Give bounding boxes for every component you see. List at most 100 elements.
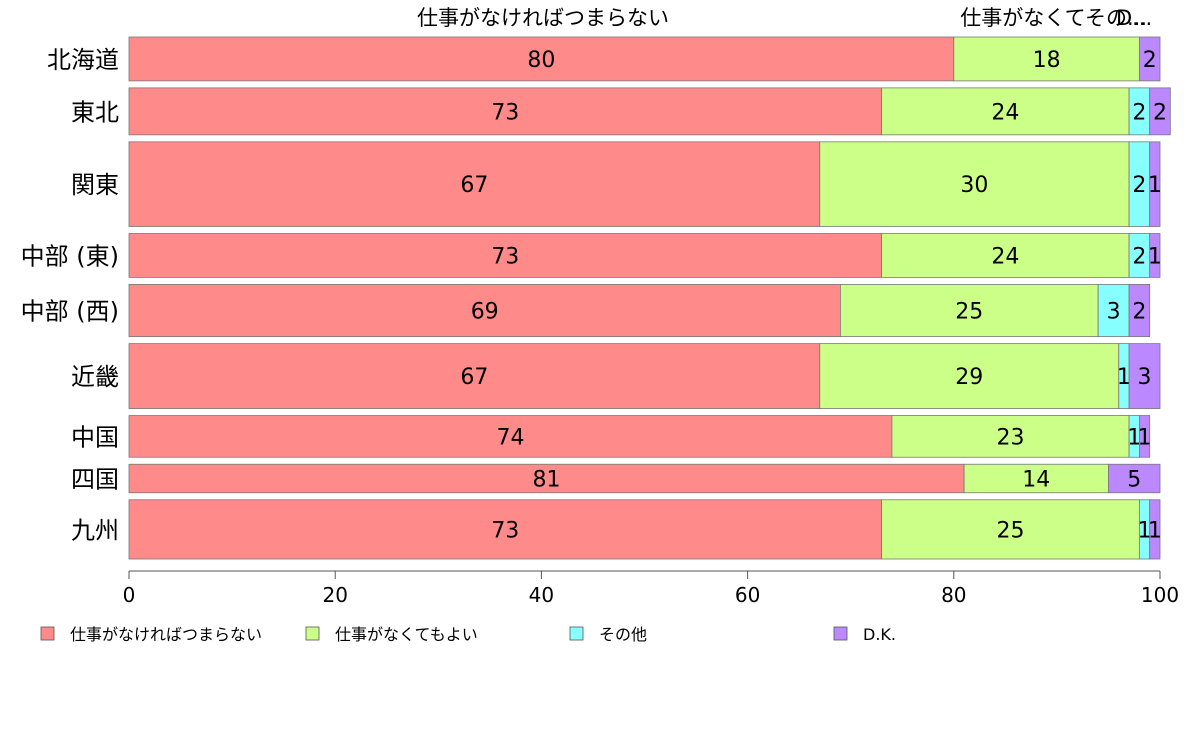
bar-segment [819, 343, 1120, 409]
bar-row: 73 25 11 [128, 499, 1162, 560]
data-label: 25 [955, 300, 983, 325]
bar-row: 74 23 11 [128, 415, 1152, 458]
legend-swatch [305, 626, 320, 641]
category-label: 北海道 [47, 46, 119, 74]
legend-swatch [569, 626, 584, 641]
data-label: 1 [1127, 425, 1141, 450]
legend-swatch [40, 626, 55, 641]
data-label: 18 [1033, 48, 1061, 73]
data-label: 1 [1138, 518, 1152, 543]
data-label: 3 [1107, 300, 1121, 325]
bar-segment [1138, 415, 1151, 458]
data-label: 23 [997, 425, 1025, 450]
bar-segment [128, 36, 955, 82]
data-label: 14 [1022, 468, 1050, 493]
legend-item: その他 [569, 625, 647, 644]
bar-segment [1149, 233, 1161, 278]
x-axis: 0 20 40 60 80 100 [123, 570, 1179, 607]
data-label: 3 [1138, 365, 1152, 390]
bar-row: 80 18 2 [128, 36, 1161, 82]
bar-segment [128, 283, 841, 338]
data-label: 2 [1132, 100, 1146, 125]
bar-row: 81 14 5 [128, 463, 1161, 494]
x-tick-label: 0 [123, 583, 136, 607]
bar-segment [1108, 463, 1161, 494]
bar-segment [881, 499, 1140, 560]
bar-row: 73 24 2 1 [128, 233, 1162, 278]
data-label: 1 [1138, 425, 1152, 450]
top-label: 仕事がなければつまらない [417, 6, 669, 30]
data-label: 24 [991, 244, 1019, 269]
legend-label: 仕事がなくてもよい [335, 625, 478, 644]
legend-item: D.K. [833, 625, 896, 644]
data-label: 30 [960, 173, 988, 198]
bar-segment [819, 141, 1130, 227]
data-label: 29 [955, 365, 983, 390]
category-label: 九州 [71, 516, 119, 544]
x-tick-label: 100 [1141, 583, 1179, 607]
data-label: 1 [1148, 518, 1162, 543]
bar-segment [1128, 343, 1161, 409]
category-label: 東北 [71, 98, 119, 126]
data-label: 81 [533, 468, 561, 493]
data-label: 67 [460, 173, 488, 198]
bar-row: 67 30 2 1 [128, 141, 1162, 227]
data-label: 2 [1132, 300, 1146, 325]
data-label: 5 [1127, 468, 1141, 493]
legend-label: D.K. [863, 625, 896, 644]
data-label: 1 [1148, 173, 1162, 198]
bar-area: 80 18 273 24 2 267 30 2 173 24 2 169 25 3 267 29 1 374 23 1… [128, 36, 1171, 560]
top-column-labels: 仕事がなければつまらない 仕事がなくてその...D... [417, 6, 1152, 30]
category-label: 中部 (東) [21, 242, 119, 270]
bar-segment [1149, 499, 1161, 560]
bar-row: 67 29 1 3 [128, 343, 1161, 409]
data-label: 1 [1148, 244, 1162, 269]
data-label: 1 [1117, 365, 1131, 390]
bar-segment [1149, 141, 1161, 227]
data-label: 2 [1132, 173, 1146, 198]
bar-segment [953, 36, 1140, 82]
data-label: 25 [997, 518, 1025, 543]
x-tick-label: 40 [529, 583, 554, 607]
bar-segment [128, 343, 821, 409]
legend-label: その他 [599, 625, 647, 644]
legend-item: 仕事がなければつまらない [40, 625, 262, 644]
x-tick-label: 80 [941, 583, 966, 607]
legend-label: 仕事がなければつまらない [70, 625, 262, 644]
data-label: 74 [496, 425, 524, 450]
x-tick-label: 60 [735, 583, 760, 607]
bar-segment [128, 415, 893, 458]
bar-segment [891, 415, 1130, 458]
bar-segment [128, 499, 883, 560]
bar-segment [963, 463, 1109, 494]
data-label: 73 [491, 100, 519, 125]
data-label: 2 [1153, 100, 1167, 125]
category-label: 関東 [71, 171, 119, 199]
x-tick-label: 20 [322, 583, 347, 607]
category-label: 中部 (西) [21, 298, 119, 326]
top-label: 仕事がなくてその... [960, 6, 1147, 30]
bar-segment [128, 463, 965, 494]
bar-segment [128, 87, 883, 136]
category-label: 四国 [71, 466, 119, 494]
category-label: 中国 [71, 423, 119, 451]
legend-swatch [833, 626, 848, 641]
bar-segment [839, 283, 1099, 338]
data-label: 69 [471, 300, 499, 325]
bar-row: 73 24 2 2 [128, 87, 1171, 136]
bar-segment [1138, 36, 1161, 82]
data-label: 80 [527, 48, 555, 73]
bar-segment [128, 233, 883, 278]
data-label: 24 [991, 100, 1019, 125]
bar-segment [128, 141, 821, 227]
legend-item: 仕事がなくてもよい [305, 625, 478, 644]
top-label: D... [1116, 6, 1152, 30]
bar-segment [1149, 87, 1171, 136]
bar-row: 69 25 3 2 [128, 283, 1151, 338]
data-label: 73 [491, 244, 519, 269]
bar-segment [881, 87, 1130, 136]
data-label: 67 [460, 365, 488, 390]
category-label: 近畿 [71, 363, 119, 391]
